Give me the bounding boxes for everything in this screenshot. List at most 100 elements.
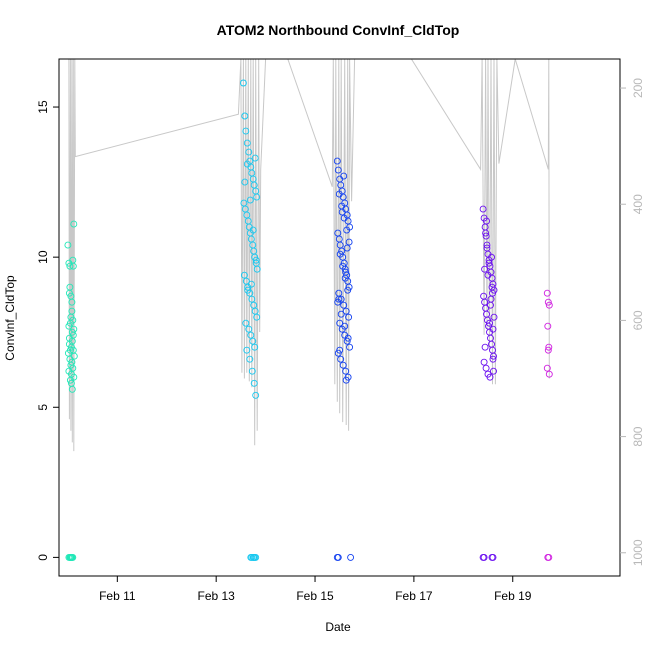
data-point xyxy=(488,253,495,261)
data-point xyxy=(250,379,258,387)
pressure-trace-line xyxy=(68,58,550,452)
data-point xyxy=(483,217,490,225)
data-point xyxy=(239,79,247,87)
data-point xyxy=(482,229,490,237)
data-point xyxy=(335,190,343,198)
data-point xyxy=(240,271,248,279)
data-point xyxy=(337,355,345,363)
data-point xyxy=(243,139,251,147)
data-point xyxy=(250,553,258,561)
x-tick-label: Feb 19 xyxy=(494,589,532,603)
data-point xyxy=(334,298,342,306)
data-point xyxy=(247,331,255,339)
data-point xyxy=(543,364,551,372)
data-point xyxy=(66,262,74,270)
points-layer xyxy=(64,79,553,561)
data-point xyxy=(339,262,347,270)
data-point xyxy=(253,313,261,321)
data-point xyxy=(334,553,342,561)
data-point xyxy=(481,343,489,351)
data-point xyxy=(479,205,487,213)
data-point xyxy=(342,307,350,315)
data-point xyxy=(341,322,349,330)
data-point xyxy=(70,220,78,228)
data-point xyxy=(340,214,348,222)
data-point xyxy=(252,256,260,264)
data-point xyxy=(544,346,552,354)
data-point xyxy=(243,346,251,354)
data-point xyxy=(545,370,553,378)
data-point xyxy=(336,346,344,354)
data-point xyxy=(345,313,353,321)
data-point xyxy=(342,268,350,276)
data-point xyxy=(342,367,350,375)
data-point xyxy=(480,553,488,561)
data-point xyxy=(333,157,341,165)
y-axis: 0 5 10 15 xyxy=(36,100,59,561)
right-tick-label: 200 xyxy=(631,78,645,98)
data-point xyxy=(246,355,254,363)
data-point xyxy=(241,178,249,186)
y-tick-label: 0 xyxy=(36,554,50,561)
data-point xyxy=(68,337,76,345)
data-point xyxy=(248,553,256,561)
data-point xyxy=(69,262,77,270)
y-tick-label: 5 xyxy=(36,404,50,411)
data-point xyxy=(489,553,497,561)
x-tick-label: Feb 11 xyxy=(99,589,136,603)
x-tick-label: Feb 15 xyxy=(296,589,334,603)
data-point xyxy=(242,127,250,135)
data-point xyxy=(482,232,490,240)
series-2 xyxy=(239,79,261,561)
data-point xyxy=(543,289,551,297)
data-point xyxy=(489,355,497,363)
data-point xyxy=(489,325,497,333)
data-point xyxy=(486,373,494,381)
data-point xyxy=(344,286,352,294)
data-point xyxy=(544,298,552,306)
data-point xyxy=(484,271,492,279)
data-point xyxy=(67,379,75,387)
data-point xyxy=(65,289,73,297)
data-point xyxy=(545,553,553,561)
data-point xyxy=(67,313,75,321)
data-point xyxy=(244,286,252,294)
data-point xyxy=(246,196,254,204)
data-point xyxy=(337,310,345,318)
data-point xyxy=(242,319,250,327)
x-axis: Feb 11 Feb 13 Feb 15 Feb 17 Feb 19 xyxy=(99,576,532,603)
series-4 xyxy=(479,205,498,561)
data-point xyxy=(485,259,493,267)
data-point xyxy=(249,226,257,234)
right-axis: 200 400 600 800 1000 xyxy=(620,78,645,566)
data-point xyxy=(252,391,260,399)
data-point xyxy=(344,334,352,342)
data-point xyxy=(345,238,353,246)
data-point xyxy=(340,301,348,309)
y-tick-label: 15 xyxy=(36,100,50,114)
data-point xyxy=(339,361,347,369)
data-point xyxy=(247,280,255,288)
data-point xyxy=(340,172,348,180)
data-point xyxy=(334,166,342,174)
data-point xyxy=(249,337,257,345)
plot-frame xyxy=(58,58,621,577)
y-tick-label: 10 xyxy=(36,250,50,264)
data-point xyxy=(545,343,553,351)
data-point xyxy=(68,298,76,306)
y-axis-label: ConvInf_CldTop xyxy=(3,275,17,361)
pressure-trace-layer xyxy=(68,58,550,452)
right-tick-label: 600 xyxy=(631,310,645,330)
right-tick-label: 800 xyxy=(631,426,645,446)
data-point xyxy=(251,343,259,351)
data-point xyxy=(66,346,74,354)
data-point xyxy=(343,244,351,252)
data-point xyxy=(336,250,344,258)
data-point xyxy=(245,325,253,333)
right-tick-label: 400 xyxy=(631,194,645,214)
data-point xyxy=(65,322,73,330)
data-point xyxy=(483,244,491,252)
data-point xyxy=(245,148,253,156)
data-point xyxy=(252,553,260,561)
x-axis-label: Date xyxy=(325,620,351,634)
